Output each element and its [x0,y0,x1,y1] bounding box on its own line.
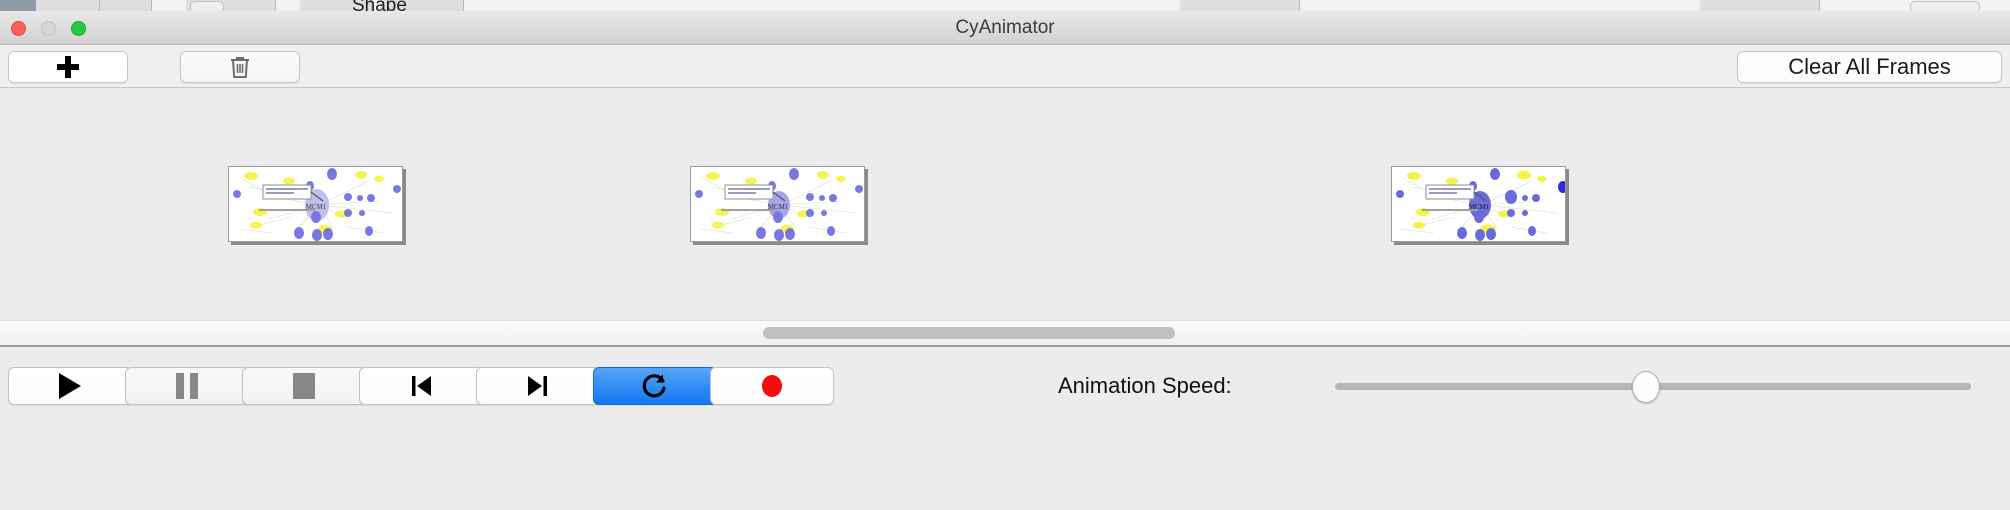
minimize-button[interactable] [41,21,56,36]
delete-frame-button[interactable] [180,51,300,83]
record-button[interactable] [710,367,834,405]
animation-speed-slider-thumb[interactable] [1632,371,1660,403]
close-button[interactable] [11,21,26,36]
record-icon [762,375,782,397]
skip-end-button[interactable] [476,367,600,405]
skip-to-end-icon [528,376,547,396]
loop-button[interactable] [593,367,717,405]
add-frame-button[interactable] [8,51,128,83]
pause-icon [176,373,198,399]
title-bar: CyAnimator [0,11,2010,45]
svg-text:MCM1: MCM1 [768,203,789,211]
plus-icon [57,56,79,78]
network-graph-preview: MCM1 [233,168,401,241]
clear-all-frames-label: Clear All Frames [1788,54,1951,79]
stop-icon [293,373,315,399]
play-button[interactable] [8,367,132,405]
timeline-panel[interactable]: MCM1 [0,88,2010,331]
svg-text:MCM1: MCM1 [306,203,327,211]
skip-start-button[interactable] [359,367,483,405]
maximize-button[interactable] [71,21,86,36]
network-graph-preview: MCM1 [1396,168,1565,241]
svg-text:MCM1: MCM1 [1469,203,1490,211]
network-graph-preview: MCM1 [695,168,863,241]
frame-thumbnail-2[interactable]: MCM1 [690,166,865,242]
animation-speed-label: Animation Speed: [1058,373,1232,398]
stop-button[interactable] [242,367,366,405]
scrollbar-thumb[interactable] [763,327,1175,339]
toolbar: Clear All Frames [0,45,2010,88]
trash-icon [231,57,249,78]
playback-control-bar: Animation Speed: [0,345,2010,510]
timeline-horizontal-scrollbar[interactable] [0,320,2010,345]
window-title: CyAnimator [955,17,1055,38]
frame-thumbnail-3[interactable]: MCM1 [1391,166,1566,242]
frame-thumbnail-1[interactable]: MCM1 [228,166,403,242]
skip-to-start-icon [412,376,431,396]
background-window-label: Shape [352,0,407,11]
pause-button[interactable] [125,367,249,405]
clear-all-frames-button[interactable]: Clear All Frames [1737,51,2002,83]
play-icon [59,373,81,399]
background-window-strip: Shape [0,0,2010,11]
loop-icon [642,374,666,398]
